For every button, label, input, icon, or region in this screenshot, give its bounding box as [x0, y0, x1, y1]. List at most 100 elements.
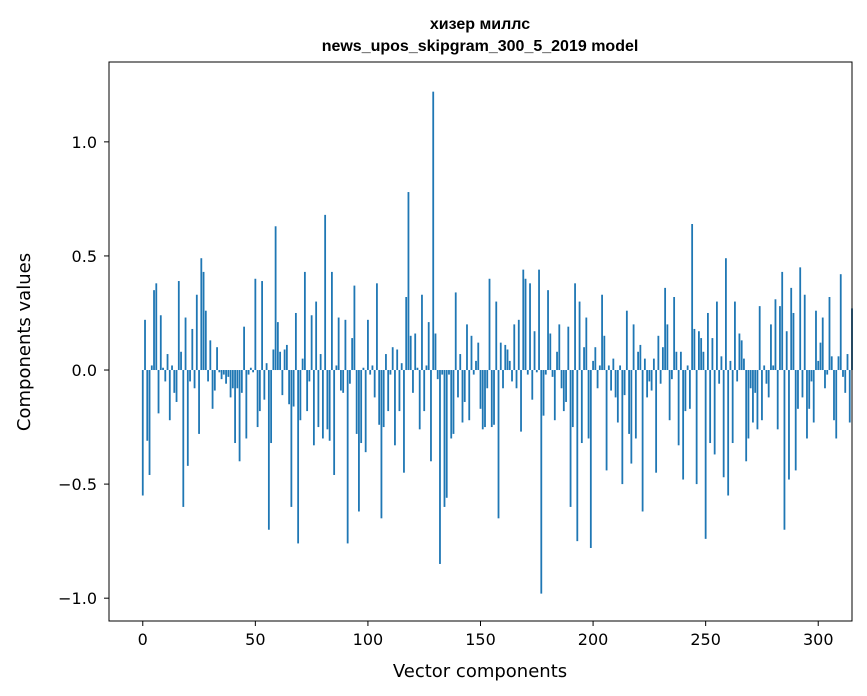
bar [817, 360, 820, 371]
bar [319, 354, 322, 371]
bar [394, 370, 396, 446]
bar [231, 370, 234, 389]
bar [168, 370, 171, 421]
bar [779, 306, 781, 371]
bar [679, 351, 682, 371]
bar [414, 333, 417, 371]
bar [574, 283, 576, 371]
bar [630, 370, 633, 464]
bar [704, 370, 707, 539]
bar [682, 370, 685, 480]
bar [531, 370, 534, 400]
bar [754, 370, 757, 393]
bar [628, 370, 630, 434]
bar [774, 299, 777, 371]
bar [648, 370, 651, 382]
bar [842, 370, 844, 377]
bar [443, 370, 446, 507]
y-axis-ticks: −1.0 −0.5 0.0 0.5 1.0 [58, 133, 109, 608]
y-tick-label: 0.0 [72, 361, 97, 380]
bar [716, 301, 718, 371]
bar [844, 370, 847, 393]
bar [729, 360, 732, 371]
bar [283, 349, 286, 371]
bar [315, 301, 318, 371]
bar [490, 370, 493, 428]
bar [472, 370, 475, 375]
bar [776, 370, 779, 430]
bar [297, 370, 300, 544]
bar [207, 370, 209, 382]
bar [650, 370, 653, 391]
bar [434, 333, 437, 371]
bar [171, 365, 173, 371]
bar [819, 342, 822, 371]
bar [547, 290, 549, 371]
bar [815, 310, 817, 371]
bar [416, 367, 419, 371]
bar [616, 370, 619, 423]
bar [493, 370, 495, 425]
bar [637, 351, 640, 371]
bar [229, 370, 232, 398]
bar [517, 319, 520, 371]
bar [292, 370, 295, 407]
bar [707, 312, 709, 371]
bar [385, 354, 387, 371]
bar [403, 370, 405, 473]
bar [632, 324, 635, 371]
bar [265, 363, 268, 371]
bar [141, 370, 144, 496]
bar [592, 360, 594, 371]
bar [164, 370, 167, 382]
bar [727, 370, 730, 496]
bar [382, 370, 385, 428]
bar [511, 370, 513, 382]
bar [529, 283, 531, 371]
bar [657, 335, 660, 371]
bar [497, 370, 500, 519]
bar [803, 294, 806, 371]
bar [826, 370, 829, 375]
bar [652, 358, 655, 371]
bar [794, 370, 797, 471]
x-tick-label: 150 [465, 630, 496, 649]
bar [249, 367, 252, 371]
bar [486, 370, 489, 389]
bar [738, 333, 741, 371]
bar [153, 290, 155, 371]
bar [691, 224, 694, 371]
bar [788, 370, 790, 480]
bar [720, 356, 723, 371]
bar [846, 354, 849, 371]
chart-subtitle: news_upos_skipgram_300_5_2019 model [322, 38, 639, 55]
bar [346, 370, 349, 544]
bar [155, 283, 158, 371]
bar [747, 370, 750, 439]
bar [799, 267, 802, 371]
bar [830, 356, 833, 371]
bar [421, 294, 423, 371]
bar [675, 351, 678, 371]
bar [182, 370, 185, 507]
bar [801, 370, 804, 398]
bar [612, 358, 615, 371]
bar [785, 331, 788, 371]
bar [252, 370, 254, 373]
bar [324, 214, 327, 371]
bar [698, 331, 700, 371]
bar [695, 370, 698, 485]
x-tick-label: 100 [353, 630, 384, 649]
bar [180, 351, 182, 371]
bar [684, 370, 687, 412]
bar [709, 370, 712, 444]
bar [389, 370, 392, 375]
bar [526, 370, 529, 375]
bar [245, 370, 248, 439]
bar [522, 269, 525, 371]
bar [445, 370, 448, 498]
bar [551, 370, 554, 377]
bar [544, 370, 547, 375]
bar [659, 370, 662, 384]
y-tick-label: 1.0 [72, 133, 97, 152]
